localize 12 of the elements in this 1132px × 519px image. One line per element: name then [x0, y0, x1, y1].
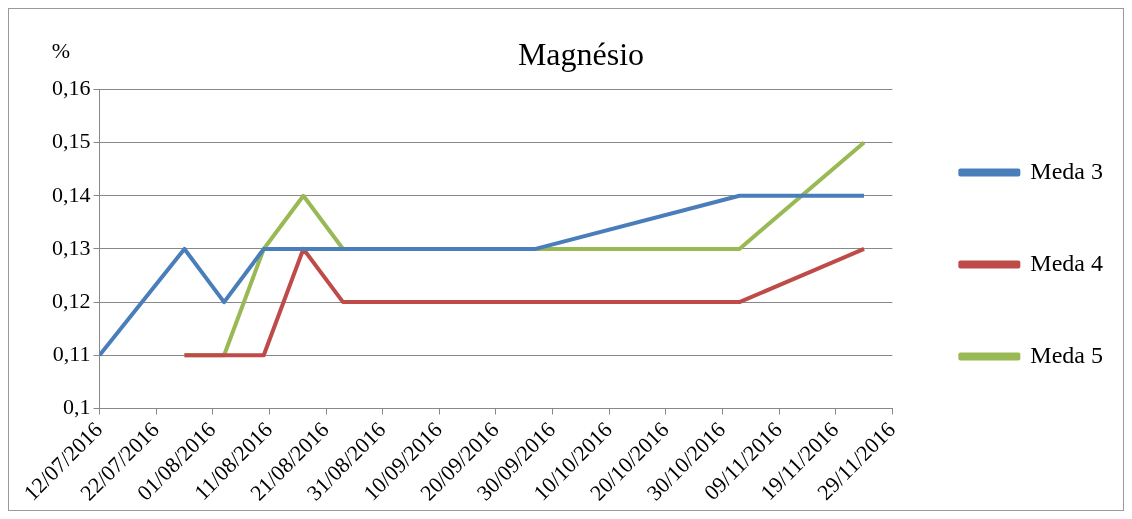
y-tick-label: 0,14 — [52, 181, 91, 207]
legend-label: Meda 5 — [1030, 341, 1104, 368]
y-tick-label: 0,1 — [63, 394, 91, 420]
y-tick-label: 0,12 — [52, 287, 91, 313]
legend-label: Meda 3 — [1030, 157, 1104, 184]
y-tick-label: 0,16 — [52, 75, 91, 101]
legend-label: Meda 4 — [1030, 249, 1104, 276]
y-tick-label: 0,13 — [52, 234, 91, 260]
chart-title: Magnésio — [517, 35, 645, 72]
y-axis-title: % — [51, 38, 71, 64]
y-tick-label: 0,11 — [52, 341, 91, 367]
y-tick-label: 0,15 — [52, 128, 91, 154]
